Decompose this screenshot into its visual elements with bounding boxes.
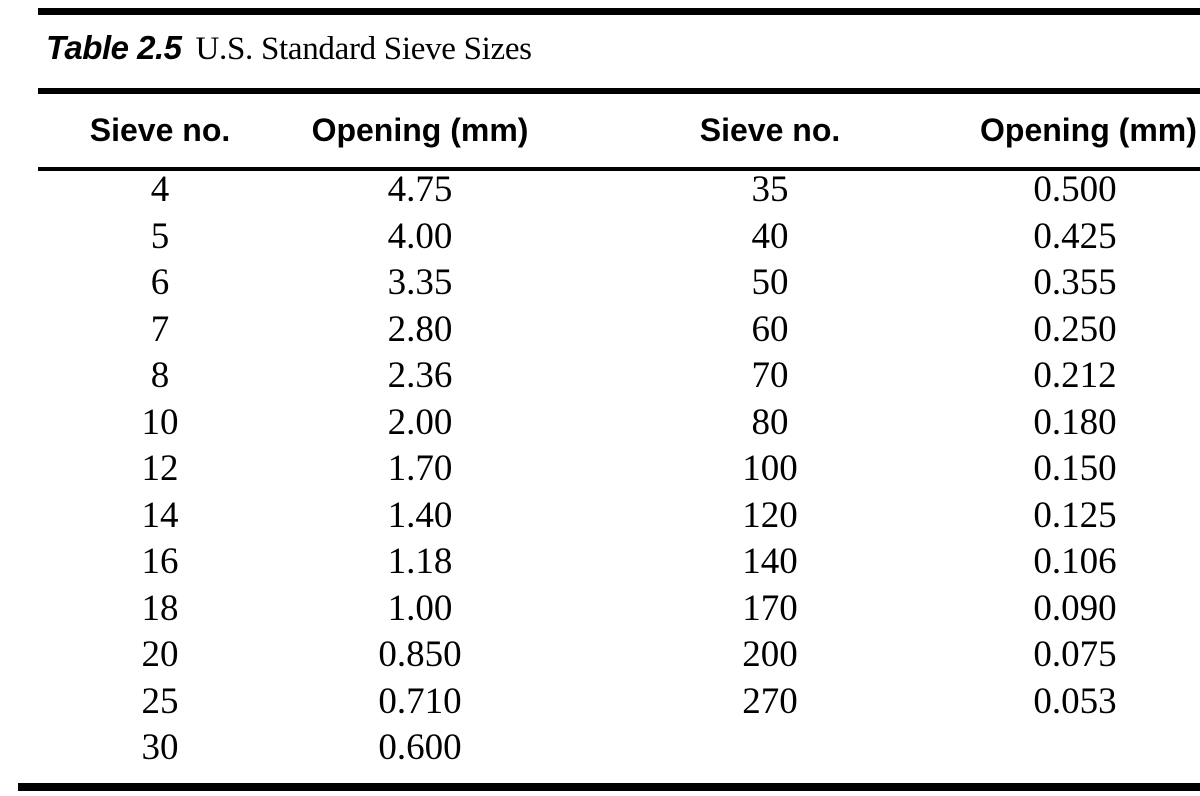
sieve-no-cell: 120 — [742, 494, 798, 536]
sieve-no-cell: 80 — [751, 401, 789, 443]
header-sieve-no-left: Sieve no. — [89, 112, 231, 148]
opening-mm-cell: 1.70 — [387, 448, 453, 489]
table-row: 10 2.00 80 0.180 — [40, 400, 1200, 447]
opening-mm-cell: 2.80 — [387, 308, 453, 350]
opening-mm-cell: 0.180 — [1033, 401, 1117, 443]
sieve-no-cell: 70 — [751, 355, 789, 396]
opening-mm-cell: 0.053 — [1033, 680, 1117, 722]
table-row: 16 1.18 140 0.106 — [40, 539, 1200, 586]
opening-mm-cell: 2.36 — [387, 355, 453, 396]
table-row: 7 2.80 60 0.250 — [40, 307, 1200, 354]
sieve-no-cell: 40 — [751, 215, 789, 257]
sieve-no-cell: 10 — [141, 401, 179, 443]
sieve-no-cell: 270 — [742, 680, 798, 722]
table-row: 5 4.00 40 0.425 — [40, 214, 1200, 261]
table-number-label: Table 2.5 — [46, 29, 182, 66]
opening-mm-cell: 0.600 — [378, 727, 462, 768]
opening-mm-cell: 0.150 — [1033, 448, 1117, 489]
table-title: U.S. Standard Sieve Sizes — [195, 31, 533, 67]
opening-mm-cell: 3.35 — [387, 262, 453, 303]
top-border-rule — [38, 8, 1200, 15]
opening-mm-cell: 0.075 — [1033, 634, 1117, 675]
opening-mm-cell: 1.00 — [387, 587, 453, 629]
table-row: 12 1.70 100 0.150 — [40, 446, 1200, 493]
sieve-no-cell: 20 — [141, 634, 179, 675]
opening-mm-cell: 0.212 — [1033, 355, 1117, 396]
opening-mm-cell: 2.00 — [387, 401, 453, 443]
bottom-border-rule — [18, 783, 1200, 791]
table-row: 14 1.40 120 0.125 — [40, 493, 1200, 540]
sieve-no-cell: 4 — [150, 169, 170, 210]
sieve-no-cell: 200 — [742, 634, 798, 675]
sieve-no-cell: 100 — [742, 448, 798, 489]
sieve-no-cell: 14 — [141, 494, 179, 536]
sieve-no-cell: 5 — [150, 215, 170, 257]
sieve-no-cell: 7 — [150, 308, 170, 350]
sieve-no-cell: 140 — [742, 541, 798, 582]
opening-mm-cell: 1.18 — [387, 541, 453, 582]
header-opening-mm-left: Opening (mm) — [311, 112, 529, 148]
sieve-no-cell: 6 — [150, 262, 170, 303]
opening-mm-cell: 0.500 — [1033, 169, 1117, 210]
opening-mm-cell: 0.710 — [378, 680, 462, 722]
opening-mm-cell: 1.40 — [387, 494, 453, 536]
sieve-no-cell: 60 — [751, 308, 789, 350]
table-caption: Table 2.5 U.S. Standard Sieve Sizes — [46, 26, 532, 77]
table-row: 6 3.35 50 0.355 — [40, 260, 1200, 307]
opening-mm-cell — [980, 725, 1200, 772]
header-opening-mm-right: Opening (mm) — [980, 112, 1197, 148]
table-row: 30 0.600 — [40, 725, 1200, 772]
sieve-no-cell: 8 — [150, 355, 170, 396]
table-row: 20 0.850 200 0.075 — [40, 632, 1200, 679]
table-header: Sieve no. Opening (mm) Sieve no. Opening… — [40, 94, 1200, 167]
sieve-no-cell: 12 — [141, 448, 179, 489]
opening-mm-cell: 0.090 — [1033, 587, 1117, 629]
sieve-no-cell — [560, 725, 980, 772]
table-body: 4 4.75 35 0.500 5 4.00 40 0.425 6 3.35 50 0.355 7 2.8… — [40, 167, 1200, 772]
sieve-sizes-table: Sieve no. Opening (mm) Sieve no. Opening… — [40, 94, 1200, 772]
table-row: 8 2.36 70 0.212 — [40, 353, 1200, 400]
opening-mm-cell: 0.850 — [378, 634, 462, 675]
opening-mm-cell: 0.250 — [1033, 308, 1117, 350]
sieve-no-cell: 16 — [141, 541, 179, 582]
opening-mm-cell: 0.425 — [1033, 215, 1117, 257]
opening-mm-cell: 4.00 — [387, 215, 453, 257]
opening-mm-cell: 0.106 — [1033, 541, 1117, 582]
sieve-no-cell: 35 — [751, 169, 789, 210]
header-divider-rule — [38, 167, 1200, 171]
opening-mm-cell: 0.125 — [1033, 494, 1117, 536]
sieve-no-cell: 30 — [141, 727, 179, 768]
sieve-no-cell: 18 — [141, 587, 179, 629]
opening-mm-cell: 0.355 — [1033, 262, 1117, 303]
opening-mm-cell: 4.75 — [387, 169, 453, 210]
table-row: 4 4.75 35 0.500 — [40, 167, 1200, 214]
sieve-no-cell: 50 — [751, 262, 789, 303]
header-sieve-no-right: Sieve no. — [699, 112, 841, 148]
header-row: Sieve no. Opening (mm) Sieve no. Opening… — [40, 94, 1200, 167]
table-row: 25 0.710 270 0.053 — [40, 679, 1200, 726]
sieve-no-cell: 170 — [742, 587, 798, 629]
caption-divider-rule — [38, 88, 1200, 94]
table-row: 18 1.00 170 0.090 — [40, 586, 1200, 633]
sieve-no-cell: 25 — [141, 680, 179, 722]
